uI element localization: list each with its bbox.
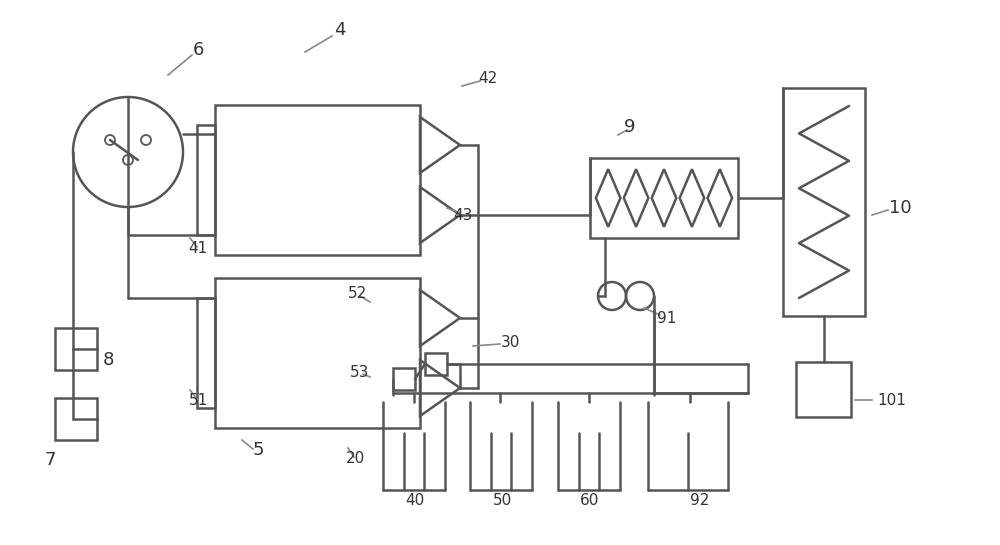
Text: 30: 30 bbox=[500, 335, 520, 349]
Text: 8: 8 bbox=[102, 351, 114, 369]
Text: 92: 92 bbox=[690, 493, 710, 507]
Text: 7: 7 bbox=[44, 451, 56, 469]
Text: 6: 6 bbox=[192, 41, 204, 59]
Bar bbox=[55, 328, 97, 370]
Text: 41: 41 bbox=[188, 240, 208, 256]
Bar bbox=[425, 353, 447, 375]
Text: 4: 4 bbox=[334, 21, 346, 39]
Text: 42: 42 bbox=[478, 70, 498, 86]
Bar bbox=[215, 278, 420, 428]
Bar bbox=[197, 125, 215, 235]
Text: 101: 101 bbox=[878, 392, 906, 408]
Bar bbox=[796, 362, 851, 417]
Bar bbox=[55, 398, 97, 440]
Text: 50: 50 bbox=[492, 493, 512, 507]
Text: 52: 52 bbox=[347, 286, 367, 300]
Bar bbox=[783, 88, 865, 316]
Text: 43: 43 bbox=[453, 208, 473, 222]
Text: 20: 20 bbox=[345, 451, 365, 465]
Bar bbox=[215, 105, 420, 255]
Text: 10: 10 bbox=[889, 199, 911, 217]
Bar bbox=[590, 158, 738, 238]
Text: 60: 60 bbox=[580, 493, 600, 507]
Bar bbox=[393, 368, 415, 390]
Text: 9: 9 bbox=[624, 118, 636, 136]
Text: 53: 53 bbox=[350, 365, 370, 379]
Text: 40: 40 bbox=[405, 493, 425, 507]
Text: 91: 91 bbox=[657, 311, 677, 325]
Text: 51: 51 bbox=[188, 392, 208, 408]
Bar bbox=[197, 298, 215, 408]
Text: 5: 5 bbox=[252, 441, 264, 459]
